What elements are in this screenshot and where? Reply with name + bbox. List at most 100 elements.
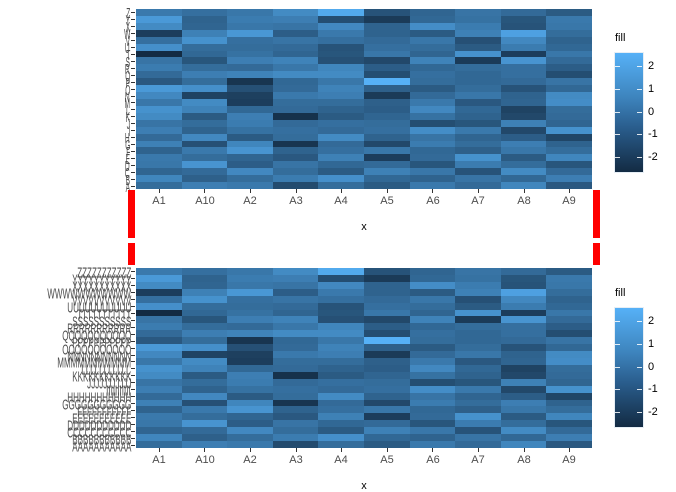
heatmap-cell (546, 413, 592, 421)
y-axis-tick (131, 382, 135, 383)
y-axis-tick (131, 410, 135, 411)
heatmap-cell (227, 133, 274, 141)
x-axis-tick-label: A8 (517, 454, 531, 466)
y-axis-tick (131, 47, 135, 48)
heatmap-cell (318, 427, 365, 435)
heatmap-cell (409, 392, 456, 400)
y-axis-tick-label: O (124, 80, 130, 99)
heatmap-cell (181, 441, 228, 448)
heatmap-cell (318, 168, 365, 176)
heatmap-cell (272, 112, 319, 120)
heatmap-cell (272, 441, 319, 448)
legend-tick-mark (615, 367, 620, 368)
heatmap-cell (500, 140, 547, 148)
y-axis-tick (131, 68, 135, 69)
heatmap-cell (455, 420, 502, 428)
heatmap-cell (364, 182, 410, 189)
heatmap-cell (364, 161, 410, 169)
y-axis-tick (131, 355, 135, 356)
heatmap-cell (455, 15, 502, 23)
heatmap-cell (227, 43, 274, 51)
y-axis-tick (131, 368, 135, 369)
heatmap-cell (409, 50, 456, 58)
y-axis-tick-label: K (125, 108, 130, 127)
heatmap-cell (272, 182, 319, 189)
heatmap-cell (409, 274, 456, 282)
heatmap-cell (409, 316, 456, 324)
x-axis-tick (569, 189, 570, 193)
y-axis-tick (131, 292, 135, 293)
x-axis-tick (204, 189, 205, 193)
heatmap-cell (364, 268, 410, 275)
heatmap-cell (546, 392, 592, 400)
heatmap-cell (546, 147, 592, 155)
heatmap-cell (546, 22, 592, 30)
heatmap-cell (546, 182, 592, 189)
x-axis-tick (296, 448, 297, 452)
heatmap-cell (318, 36, 365, 44)
y-axis-tick-label: DDDDDDDDDDD (66, 416, 131, 434)
y-axis-tick-label: U (125, 39, 130, 57)
heatmap-cell (272, 105, 319, 113)
top-heatmap-panel[interactable] (136, 9, 592, 189)
y-axis-tick (131, 431, 135, 432)
heatmap-cell (272, 29, 319, 37)
legend-tick-mark (615, 389, 620, 390)
y-axis-tick-label: JJJJJJJJJJJ (86, 375, 131, 393)
heatmap-cell (409, 64, 456, 72)
heatmap-cell (136, 392, 182, 400)
heatmap-cell (136, 337, 182, 345)
heatmap-cell (227, 78, 274, 86)
heatmap-cell (318, 154, 365, 162)
top-legend-title: fill (615, 32, 626, 44)
heatmap-cell (227, 147, 274, 155)
y-axis-tick (131, 179, 135, 180)
x-axis-tick-label: A10 (195, 195, 215, 207)
red-left-bar-gap (128, 243, 135, 265)
heatmap-cell (546, 92, 592, 100)
y-axis-tick-label: V (125, 32, 130, 50)
heatmap-cell (181, 119, 228, 127)
heatmap-cell (455, 112, 502, 120)
heatmap-cell (409, 99, 456, 106)
heatmap-cell (455, 29, 502, 37)
heatmap-cell (364, 22, 410, 30)
heatmap-cell (546, 441, 592, 448)
heatmap-cell (272, 22, 319, 30)
heatmap-cell (318, 330, 365, 338)
y-axis-tick (131, 12, 135, 13)
bottom-heatmap-panel[interactable] (136, 268, 592, 448)
legend-tick-mark (615, 112, 620, 113)
y-axis-tick-label: NNNNNNNNNNN (66, 347, 131, 365)
heatmap-cell (364, 133, 410, 141)
heatmap-cell (272, 316, 319, 324)
y-axis-tick-label: BBBBBBBBBBB (71, 430, 131, 448)
heatmap-cell (546, 64, 592, 72)
heatmap-cell (455, 119, 502, 127)
heatmap-cell (272, 371, 319, 379)
heatmap-cell (227, 57, 274, 65)
x-axis-tick-label: A10 (195, 454, 215, 466)
heatmap-cell (546, 133, 592, 141)
y-axis-tick-label: IIIIIIIIIII (106, 382, 131, 400)
legend-tick-label: -1 (648, 128, 658, 140)
heatmap-cell (500, 420, 547, 428)
heatmap-cell (364, 78, 410, 86)
heatmap-cell (546, 351, 592, 359)
y-axis-tick (131, 348, 135, 349)
y-axis-tick-label: KKKKKKKKKKK (71, 368, 131, 386)
heatmap-cell (500, 71, 547, 79)
heatmap-cell (455, 268, 502, 275)
heatmap-cell (136, 274, 182, 282)
heatmap-cell (181, 427, 228, 435)
heatmap-cell (318, 288, 365, 296)
heatmap-cell (500, 9, 547, 16)
legend-tick-label: -2 (648, 151, 658, 163)
y-axis-tick-label: LLLLLLLLLLL (81, 361, 131, 379)
heatmap-cell (272, 330, 319, 338)
heatmap-cell (227, 364, 274, 372)
heatmap-cell (455, 378, 502, 386)
heatmap-cell (136, 295, 182, 303)
heatmap-cell (181, 99, 228, 106)
heatmap-cell (181, 36, 228, 44)
